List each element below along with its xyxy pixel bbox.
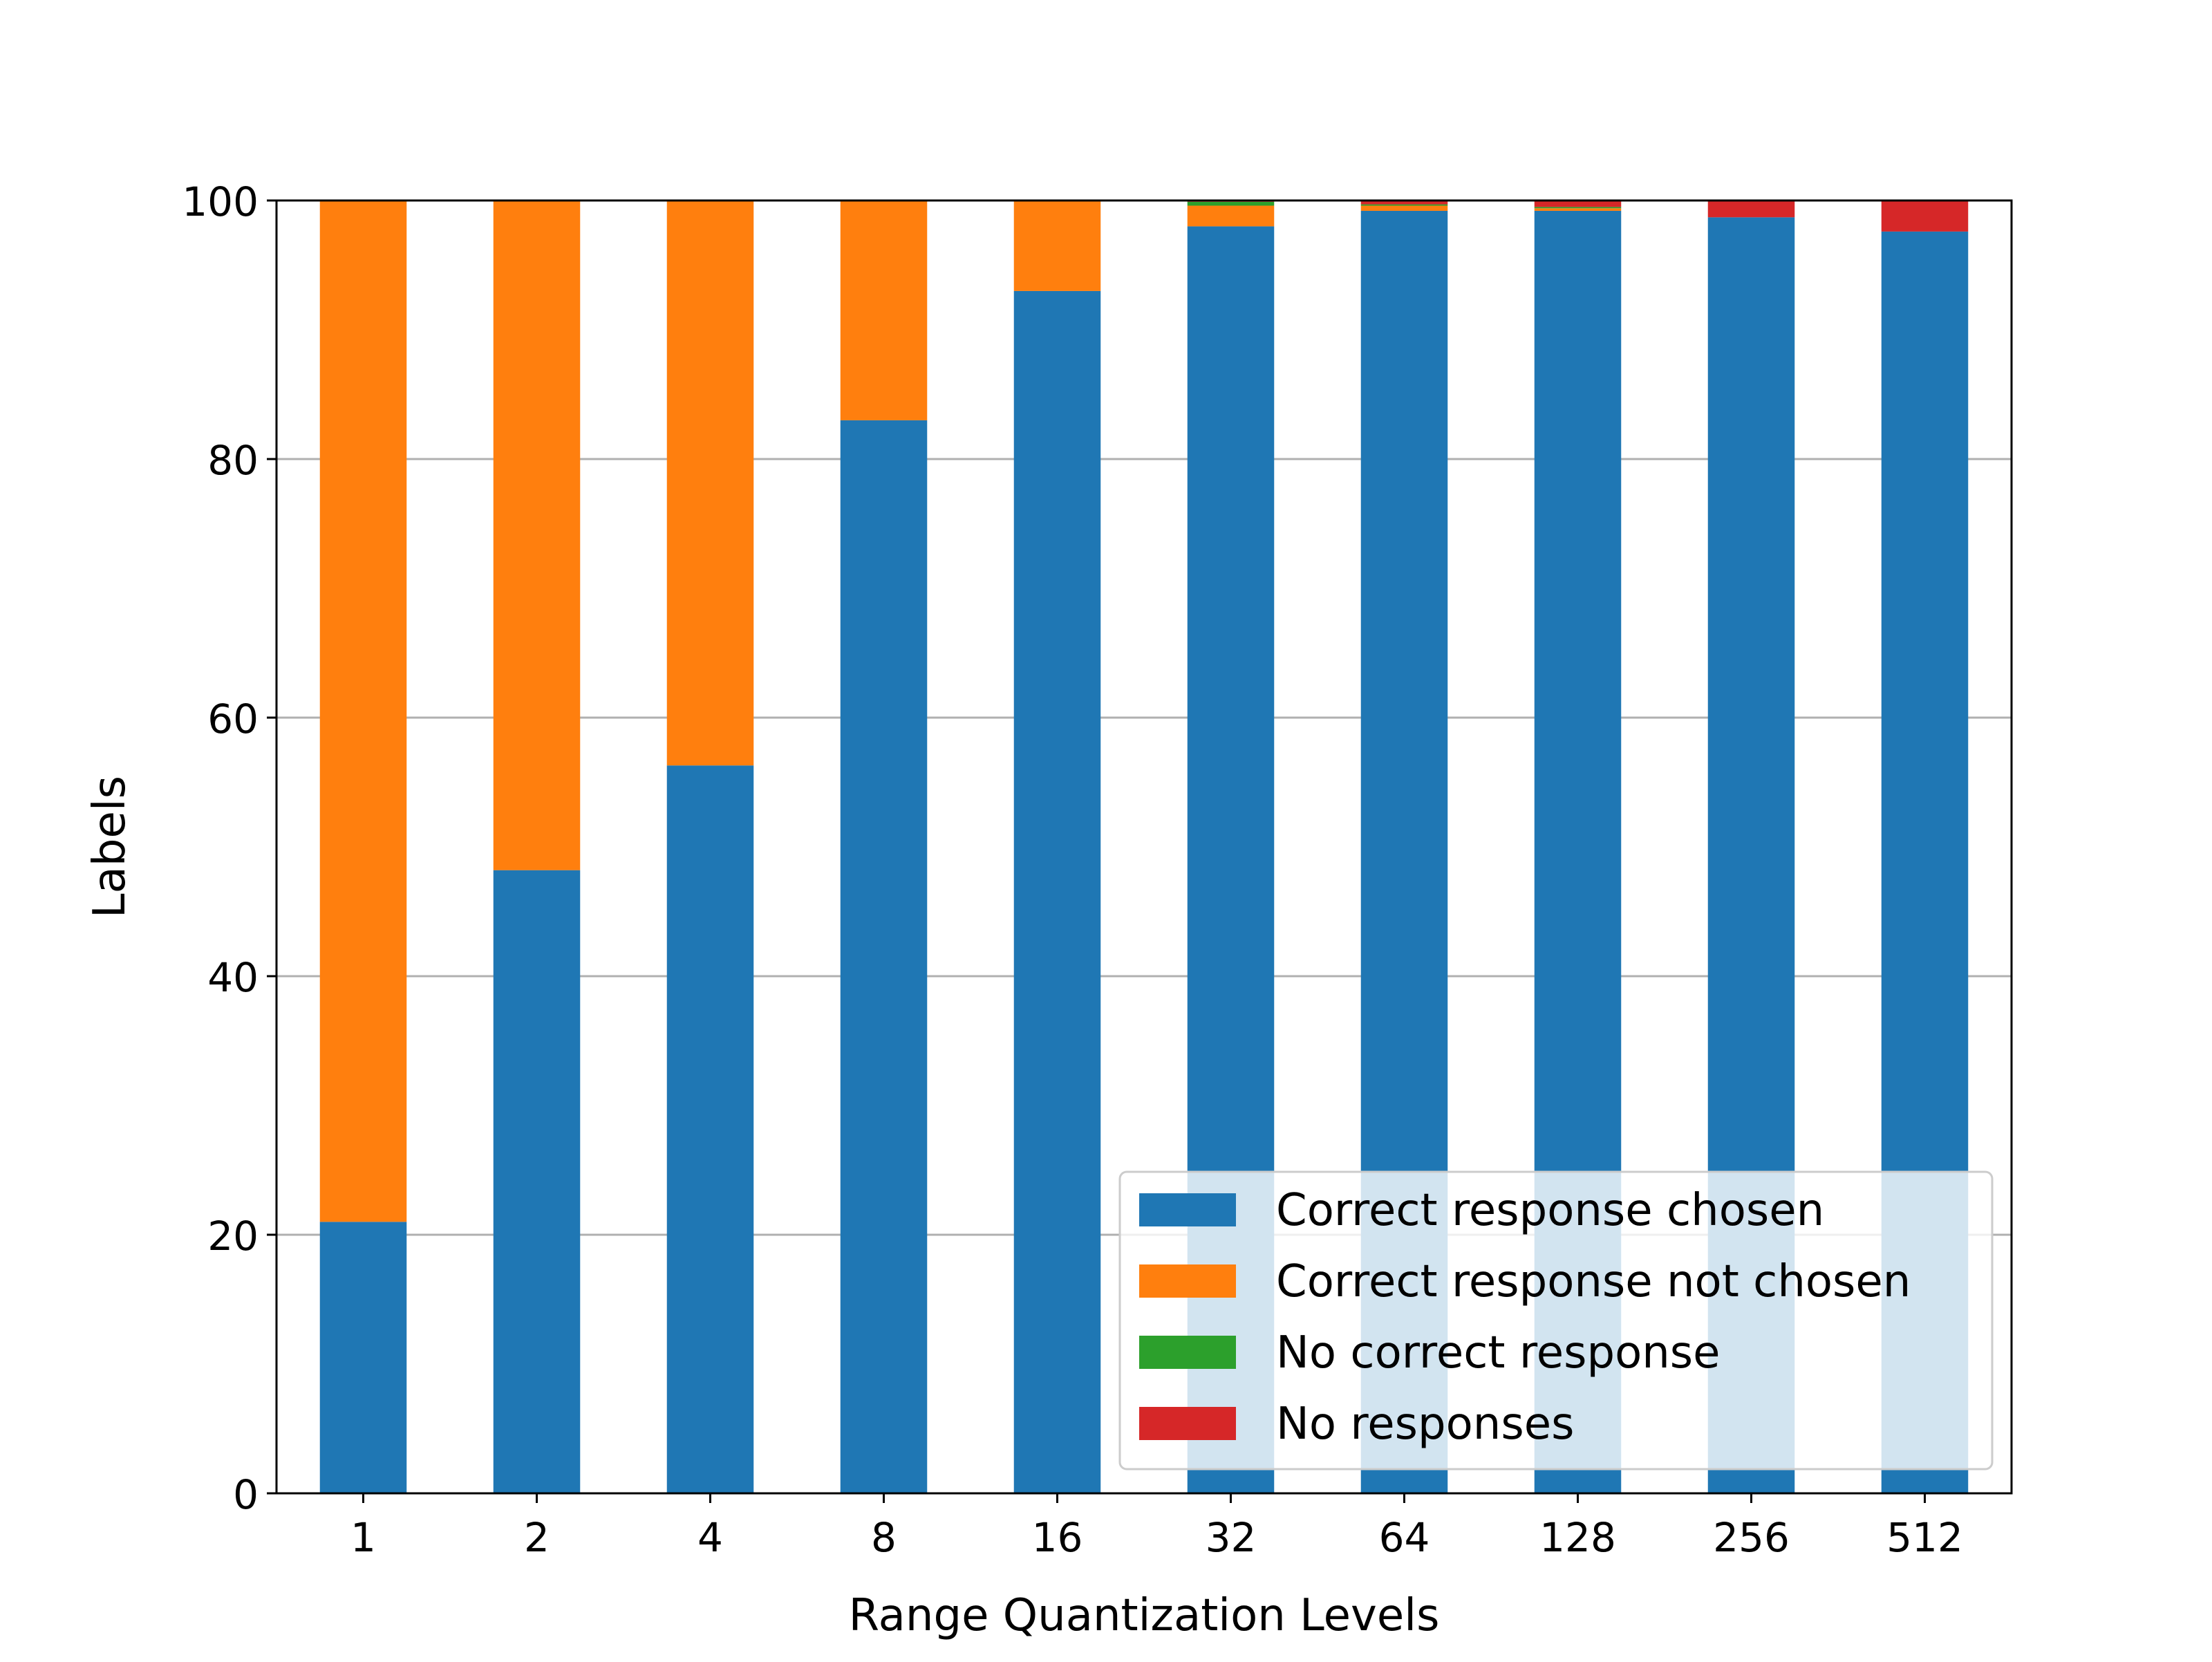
bar-segment-no-correct-response [1360, 204, 1448, 206]
x-axis-label: Range Quantization Levels [849, 1590, 1440, 1641]
y-tick-label: 60 [207, 695, 259, 743]
bar-segment-correct-response-not-chosen [1013, 200, 1101, 291]
y-tick-label: 80 [207, 437, 259, 484]
bar-segment-correct-response-not-chosen [493, 200, 581, 870]
bar-segment-correct-response-not-chosen [840, 200, 928, 420]
legend-swatch [1139, 1336, 1236, 1369]
bar-segment-no-responses [1707, 200, 1795, 218]
x-tick-label: 64 [1379, 1514, 1430, 1561]
legend-label: No responses [1276, 1399, 1574, 1450]
bar-segment-no-responses [1881, 200, 1969, 232]
x-tick-label: 256 [1713, 1514, 1790, 1561]
legend-label: Correct response not chosen [1276, 1256, 1911, 1307]
legend-swatch [1139, 1193, 1236, 1226]
plot-area-frame [275, 199, 2013, 1495]
legend-box [1118, 1170, 1994, 1470]
bar-segment-no-responses [1360, 200, 1448, 205]
bar-segment-correct-response-chosen [493, 870, 581, 1493]
x-axis: 1 2 4 8 16 32 64 128 256 512 [350, 1493, 1963, 1561]
legend: Correct response chosen Correct response … [1118, 1170, 1994, 1470]
bar-segment-correct-response-chosen [319, 1222, 407, 1493]
x-tick-label: 1 [350, 1514, 376, 1561]
bar-segment-correct-response-not-chosen [1187, 205, 1275, 227]
bar-segment-no-correct-response [1534, 207, 1622, 209]
bar-segment-no-responses [1534, 200, 1622, 207]
x-tick-label: 2 [524, 1514, 550, 1561]
x-tick-label: 16 [1032, 1514, 1083, 1561]
bar-segment-correct-response-not-chosen [319, 200, 407, 1222]
bar-segment-correct-response-not-chosen [666, 200, 754, 766]
y-tick-label: 40 [207, 954, 259, 1001]
x-tick-label: 128 [1539, 1514, 1616, 1561]
legend-label: No correct response [1276, 1327, 1721, 1379]
x-tick-label: 8 [871, 1514, 897, 1561]
bar-segment-correct-response-chosen [666, 765, 754, 1493]
y-axis: 0 20 40 60 80 100 [182, 178, 276, 1518]
y-tick-label: 20 [207, 1213, 259, 1260]
x-tick-label: 4 [697, 1514, 723, 1561]
bar-segment-correct-response-not-chosen [1534, 208, 1622, 211]
bar-segment-no-correct-response [1187, 201, 1275, 206]
bar-segment-correct-response-chosen [1013, 290, 1101, 1493]
y-tick-label: 100 [182, 178, 259, 225]
x-tick-label: 512 [1886, 1514, 1963, 1561]
bar-segment-correct-response-not-chosen [1360, 205, 1448, 211]
y-tick-label: 0 [233, 1471, 259, 1518]
legend-swatch [1139, 1264, 1236, 1298]
legend-label: Correct response chosen [1276, 1185, 1824, 1236]
bar-segment-correct-response-chosen [840, 420, 928, 1493]
legend-swatch [1139, 1407, 1236, 1440]
x-tick-label: 32 [1206, 1514, 1257, 1561]
y-axis-label: Labels [84, 776, 135, 918]
